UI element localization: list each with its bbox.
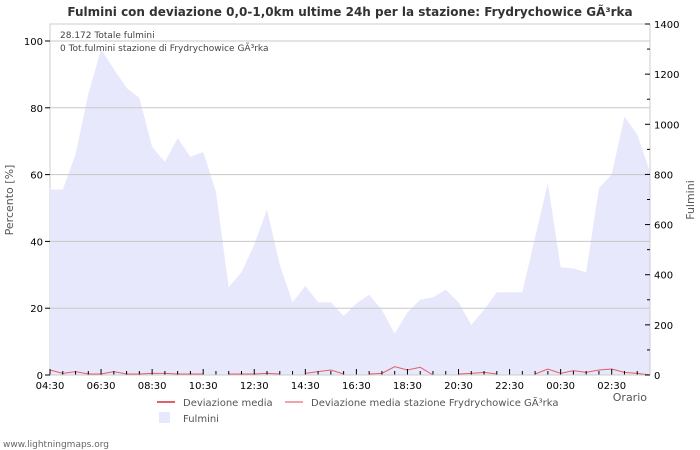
deviation-segment [305, 369, 344, 375]
x-tick-label: 02:30 [597, 381, 626, 392]
right-tick-label: 600 [654, 221, 673, 232]
total-strikes-annotation: 28.172 Totale fulmini [60, 31, 155, 41]
right-tick-label: 400 [654, 271, 673, 282]
legend-label-deviazione-stazione: Deviazione media stazione Frydrychowice … [311, 396, 559, 409]
chart-title: Fulmini con deviazione 0,0-1,0km ultime … [67, 4, 632, 19]
left-y-axis: 0 20 40 60 80 100 [24, 37, 50, 382]
right-y-axis: 0 200 400 600 800 1000 1200 1400 [645, 20, 679, 382]
right-tick-label: 0 [654, 371, 660, 382]
fulmini-area [50, 49, 650, 375]
x-tick-label: 16:30 [342, 381, 371, 392]
legend: Deviazione media Deviazione media stazio… [157, 396, 559, 425]
footer-link[interactable]: www.lightningmaps.org [3, 440, 109, 450]
station-strikes-annotation: 0 Tot.fulmini stazione di Frydrychowice … [60, 43, 268, 54]
left-tick-label: 40 [30, 237, 43, 248]
deviation-segment [369, 366, 434, 376]
deviation-segment [458, 371, 497, 375]
x-tick-label: 06:30 [87, 381, 116, 392]
x-tick-label: 14:30 [291, 381, 320, 392]
left-tick-label: 100 [24, 37, 43, 48]
x-tick-label: 18:30 [393, 381, 422, 392]
right-tick-label: 200 [654, 321, 673, 332]
fulmini-area-path [50, 49, 650, 375]
legend-label-fulmini: Fulmini [183, 414, 219, 425]
x-axis-labels: 04:30 06:30 08:30 10:30 12:30 14:30 16:30 18:30… [36, 381, 627, 392]
left-tick-label: 20 [30, 304, 43, 315]
x-axis-ticks [49, 369, 651, 376]
x-tick-label: 04:30 [36, 381, 65, 392]
x-tick-label: 12:30 [240, 381, 269, 392]
x-tick-label: 10:30 [189, 381, 218, 392]
left-tick-label: 80 [30, 104, 43, 115]
legend-label-deviazione-media: Deviazione media [183, 398, 273, 409]
right-tick-label: 1200 [654, 70, 679, 81]
x-tick-label: 22:30 [495, 381, 524, 392]
legend-swatch-fulmini [159, 412, 170, 423]
gridlines [50, 40, 650, 309]
deviation-segment [534, 368, 651, 376]
right-axis-title: Fulmini [684, 180, 697, 220]
right-tick-label: 800 [654, 170, 673, 181]
left-axis-title: Percento [%] [3, 165, 16, 236]
left-tick-label: 0 [37, 371, 43, 382]
right-tick-label: 1000 [654, 120, 679, 131]
x-tick-label: 08:30 [138, 381, 167, 392]
right-tick-label: 1400 [654, 20, 679, 31]
x-tick-label: 00:30 [546, 381, 575, 392]
x-tick-label: 20:30 [444, 381, 473, 392]
left-tick-label: 60 [30, 171, 43, 182]
plot-area [49, 23, 651, 376]
x-axis-title: Orario [613, 391, 648, 404]
